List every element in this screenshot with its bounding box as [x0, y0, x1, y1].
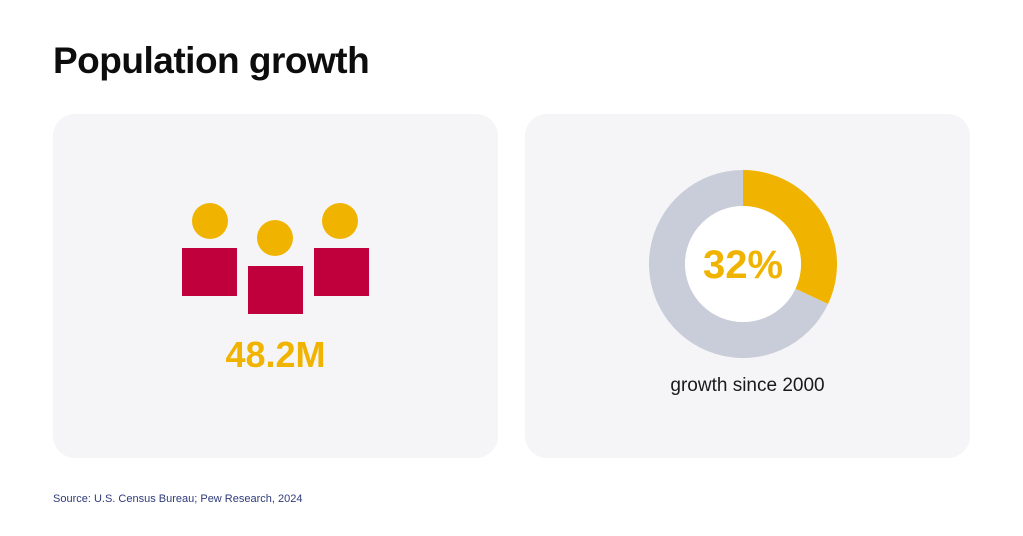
growth-card: 32% growth since 2000 — [525, 114, 970, 458]
donut-caption: growth since 2000 — [670, 375, 825, 396]
person-body-right — [314, 248, 369, 296]
page-title: Population growth — [53, 40, 370, 81]
donut-slice-remainder — [649, 170, 829, 358]
people-group-icon — [182, 203, 369, 314]
population-value: 48.2M — [225, 334, 326, 375]
person-head-left — [192, 203, 228, 239]
population-card: 48.2M — [53, 114, 498, 458]
source-note: Source: U.S. Census Bureau; Pew Research… — [53, 493, 303, 505]
person-head-center — [257, 220, 293, 256]
person-body-center — [248, 266, 303, 314]
donut-hole — [685, 206, 801, 322]
person-body-left — [182, 248, 237, 296]
donut-slice-growth — [743, 170, 837, 305]
donut-center-label: 32% — [703, 243, 783, 287]
growth-donut-chart: 32% — [649, 170, 837, 358]
person-head-right — [322, 203, 358, 239]
